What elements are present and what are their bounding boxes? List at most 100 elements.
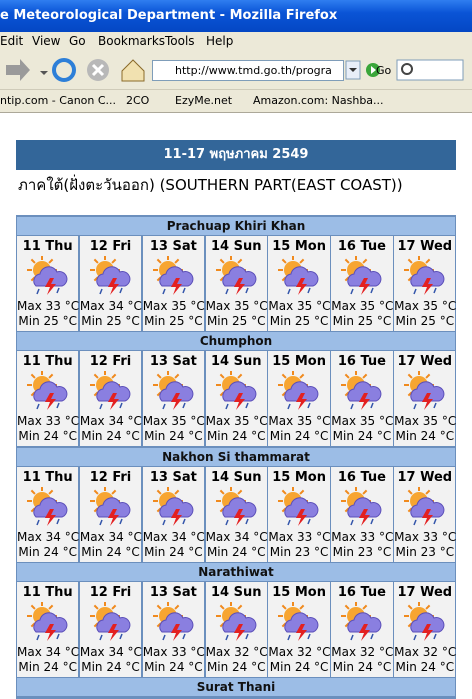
min-temp: Min 24 °C <box>18 429 77 444</box>
weather-icon <box>27 371 68 411</box>
forecast-cell: 16 Tue Max 35 °C Min 25 °C <box>331 236 393 331</box>
bookmark[interactable]: Amazon.com: Nashba... <box>253 94 384 107</box>
min-temp: Min 25 °C <box>395 314 455 328</box>
max-temp: Max 32 °C <box>331 644 394 659</box>
min-temp: Min 25 °C <box>332 314 392 328</box>
min-temp: Min 24 °C <box>395 429 455 444</box>
max-temp: Max 33 °C <box>394 529 457 544</box>
day-label: 15 Mon <box>272 354 326 370</box>
min-temp: Min 24 °C <box>18 544 77 559</box>
day-label: 14 Sun <box>210 354 262 370</box>
forecast-cell: 17 Wed Max 32 °C Min 24 °C <box>394 581 457 677</box>
weather-icon <box>341 486 382 526</box>
max-temp: Max 33 °C <box>331 529 394 544</box>
min-temp: Min 24 °C <box>144 429 203 444</box>
menu-item[interactable]: Bookmarks <box>98 34 166 48</box>
forecast-cell: 14 Sun Max 32 °C Min 24 °C <box>205 581 268 677</box>
bookmark[interactable]: ntip.com - Canon C... <box>0 94 117 107</box>
weather-icon <box>27 256 68 295</box>
menu-item[interactable]: Help <box>206 34 234 48</box>
date-range: 11-17 พฤษภาคม 2549 <box>163 147 309 162</box>
weather-icon <box>404 371 445 411</box>
min-temp: Min 24 °C <box>332 659 392 674</box>
day-label: 13 Sat <box>149 584 197 600</box>
day-label: 16 Tue <box>337 469 387 485</box>
min-temp: Min 24 °C <box>395 659 455 674</box>
address-bar[interactable]: http://www.tmd.go.th/progra <box>152 60 344 81</box>
forecast-cell: 17 Wed Max 33 °C Min 23 °C <box>394 466 457 562</box>
max-temp: Max 32 °C <box>394 644 457 659</box>
forecast-cell: 14 Sun Max 35 °C Min 25 °C <box>205 236 268 331</box>
title-bar: e Meteorological Department - Mozilla Fi… <box>0 0 472 32</box>
bookmark[interactable]: 2CO <box>126 94 150 107</box>
go-button[interactable]: Go <box>376 64 392 77</box>
day-label: 17 Wed <box>397 354 453 370</box>
min-temp: Min 24 °C <box>269 659 329 674</box>
max-temp: Max 34 °C <box>142 529 205 544</box>
nav-buttons[interactable] <box>0 51 150 89</box>
forecast-cell: 15 Mon Max 32 °C Min 24 °C <box>268 581 331 677</box>
toolbar: Go <box>0 51 472 90</box>
max-temp: Max 32 °C <box>268 644 331 659</box>
max-temp: Max 35 °C <box>205 414 268 429</box>
region-header: Surat Thani <box>17 678 455 697</box>
forecast-table: Prachuap Khiri Khan 11 Thu Max 33 °C Min 25… <box>16 215 456 699</box>
min-temp: Min 23 °C <box>395 544 455 559</box>
day-label: 14 Sun <box>210 239 262 254</box>
day-label: 16 Tue <box>337 239 387 254</box>
max-temp: Max 34 °C <box>79 299 142 313</box>
day-label: 15 Mon <box>272 584 326 600</box>
weather-icon <box>215 486 256 526</box>
menu-item[interactable]: Edit <box>0 34 24 48</box>
forecast-cell: 15 Mon Max 35 °C Min 25 °C <box>268 236 331 331</box>
day-label: 17 Wed <box>397 584 453 600</box>
max-temp: Max 33 °C <box>142 644 205 659</box>
max-temp: Max 34 °C <box>79 529 142 544</box>
weather-icon <box>215 256 256 295</box>
weather-icon <box>152 256 194 295</box>
min-temp: Min 24 °C <box>332 429 392 444</box>
forecast-cell: 16 Tue Max 33 °C Min 23 °C <box>331 466 394 562</box>
bookmark[interactable]: EzyMe.net <box>175 94 233 107</box>
min-temp: Min 24 °C <box>144 659 203 674</box>
menu-item[interactable]: Go <box>69 34 86 48</box>
min-temp: Min 25 °C <box>206 314 266 328</box>
forecast-cell: 13 Sat Max 33 °C Min 24 °C <box>142 581 205 677</box>
weather-icon <box>278 371 319 411</box>
forecast-cell: 13 Sat Max 35 °C Min 25 °C <box>142 236 205 331</box>
max-temp: Max 33 °C <box>17 299 80 313</box>
weather-icon <box>89 486 131 526</box>
forecast-cell: 14 Sun Max 35 °C Min 24 °C <box>205 351 268 447</box>
min-temp: Min 23 °C <box>269 544 329 559</box>
day-label: 15 Mon <box>272 469 326 485</box>
menu-item[interactable]: Tools <box>165 34 195 48</box>
min-temp: Min 25 °C <box>269 314 329 328</box>
region-title: ภาคใต้(ฝั่งตะวันออก) (SOUTHERN PART(EAST… <box>18 176 403 194</box>
min-temp: Min 24 °C <box>144 544 203 559</box>
weather-icon <box>152 371 194 411</box>
menu-item[interactable]: View <box>32 34 61 48</box>
region-header: Chumphon <box>17 332 455 351</box>
day-label: 17 Wed <box>397 239 453 254</box>
max-temp: Max 35 °C <box>394 299 457 313</box>
forecast-cell: 12 Fri Max 34 °C Min 24 °C <box>79 466 142 562</box>
forecast-cell: 12 Fri Max 34 °C Min 24 °C <box>79 351 142 447</box>
day-label: 13 Sat <box>149 469 197 485</box>
weather-icon <box>215 601 256 641</box>
window-title: e Meteorological Department - Mozilla Fi… <box>0 8 338 23</box>
forecast-cell: 11 Thu Max 33 °C Min 24 °C <box>17 351 79 447</box>
go-controls[interactable] <box>345 51 465 89</box>
forecast-cell: 11 Thu Max 33 °C Min 25 °C <box>17 236 80 331</box>
min-temp: Min 24 °C <box>81 659 140 674</box>
forecast-cell: 13 Sat Max 35 °C Min 24 °C <box>142 351 205 447</box>
forecast-cell: 12 Fri Max 34 °C Min 25 °C <box>79 236 142 331</box>
max-temp: Max 33 °C <box>268 529 331 544</box>
day-label: 13 Sat <box>149 239 197 254</box>
max-temp: Max 34 °C <box>205 529 268 544</box>
max-temp: Max 35 °C <box>142 299 205 313</box>
weather-icon <box>404 601 445 641</box>
min-temp: Min 24 °C <box>81 429 140 444</box>
weather-icon <box>341 256 382 295</box>
forecast-cell: 17 Wed Max 35 °C Min 25 °C <box>394 236 457 331</box>
min-temp: Min 24 °C <box>206 544 266 559</box>
